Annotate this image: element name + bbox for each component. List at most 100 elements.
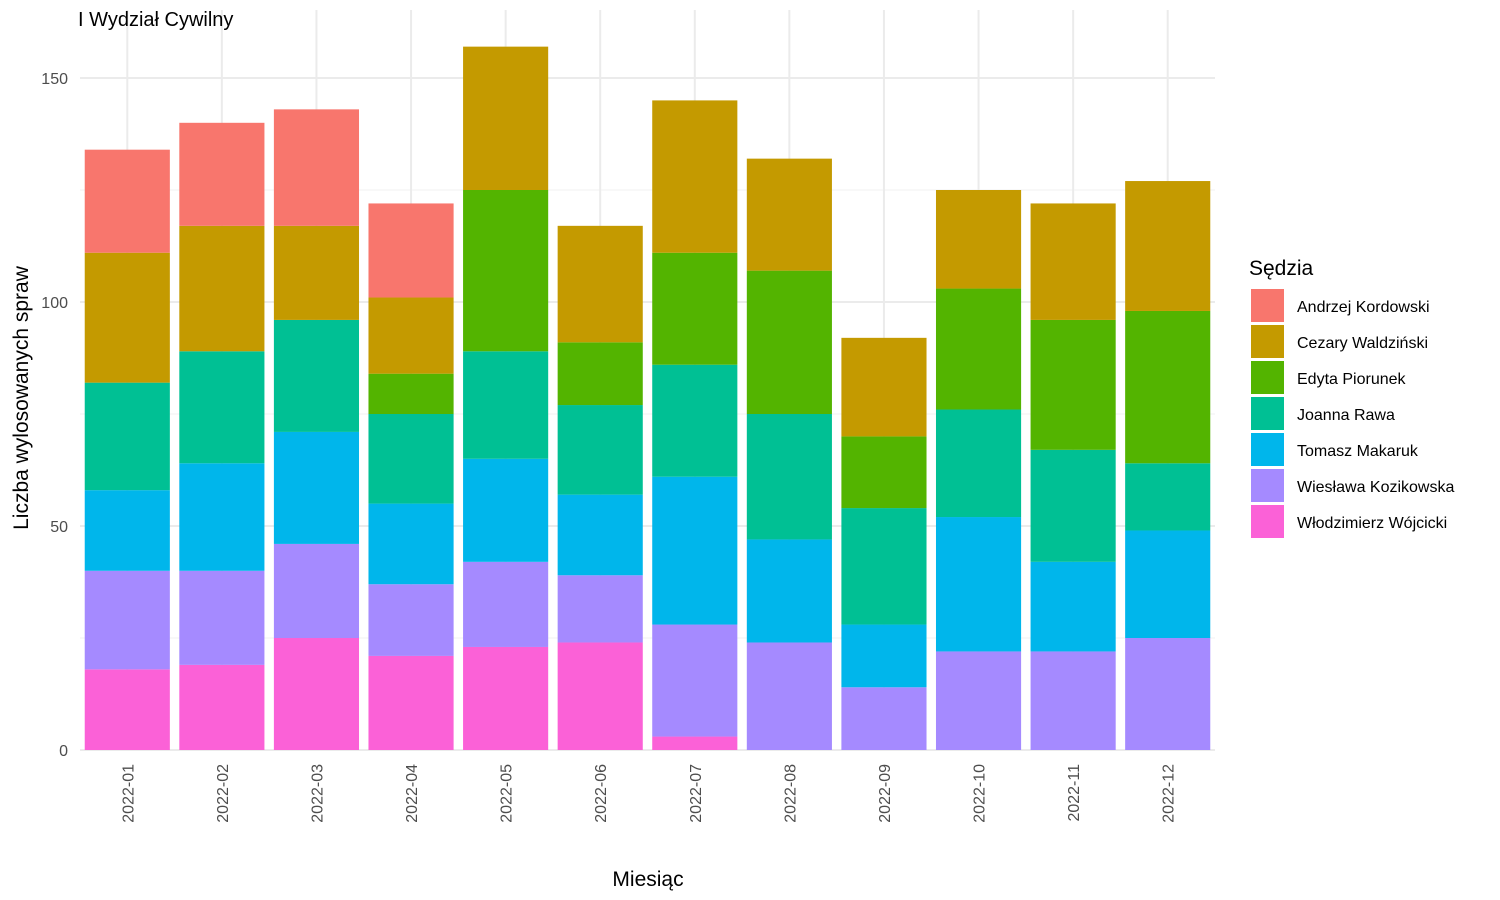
- bar-segment: [652, 476, 738, 625]
- y-tick-labels: 0 50 100 150: [41, 71, 68, 760]
- bar-segment: [1125, 530, 1211, 638]
- legend-label: Wiesława Kozikowska: [1297, 479, 1454, 496]
- bar-segment: [273, 638, 360, 750]
- bar-segment: [1030, 651, 1116, 750]
- y-tick-label: 0: [59, 743, 68, 760]
- bar-segment: [935, 190, 1022, 289]
- bar-segment: [179, 570, 265, 665]
- bar-segment: [746, 270, 832, 414]
- legend-key: [1251, 325, 1284, 358]
- bar-segment: [463, 351, 549, 459]
- legend-key: [1251, 397, 1284, 430]
- bar-segment: [463, 646, 549, 750]
- bar-segment: [746, 158, 832, 271]
- x-tick-label: 2022-03: [309, 764, 326, 823]
- x-tick-label: 2022-06: [593, 764, 610, 823]
- bar-segment: [841, 508, 927, 625]
- bar-segment: [273, 319, 360, 432]
- legend-label: Tomasz Makaruk: [1297, 443, 1419, 460]
- bar-segment: [179, 664, 265, 750]
- y-tick-label: 150: [41, 71, 68, 88]
- bar-segment: [557, 405, 643, 495]
- bar-segment: [1125, 463, 1211, 531]
- x-axis-label: Miesiąc: [612, 868, 683, 891]
- y-tick-label: 100: [41, 295, 68, 312]
- bar-segment: [368, 584, 454, 656]
- bar-segment: [84, 252, 170, 383]
- x-tick-label: 2022-12: [1161, 764, 1178, 823]
- bar-segment: [652, 252, 738, 365]
- x-tick-label: 2022-01: [120, 764, 137, 823]
- bar-segment: [1125, 181, 1211, 311]
- bar-segment: [935, 651, 1022, 750]
- bar-segment: [84, 149, 170, 253]
- bar-segment: [273, 543, 360, 638]
- bar-segment: [1030, 449, 1116, 562]
- bar-segment: [746, 539, 832, 643]
- bar-segment: [841, 687, 927, 750]
- bar-segment: [841, 337, 927, 437]
- bar-segment: [935, 517, 1022, 652]
- x-tick-labels: 2022-01 2022-02 2022-03 2022-04 2022-05 2022-…: [120, 764, 1177, 823]
- bar-segment: [463, 46, 549, 190]
- bar-segment: [368, 414, 454, 504]
- x-tick-label: 2022-09: [877, 764, 894, 823]
- bar-segment: [1030, 203, 1116, 320]
- legend-key: [1251, 469, 1284, 502]
- bar-segment: [368, 297, 454, 374]
- bar-segment: [179, 122, 265, 226]
- bar-segment: [368, 655, 454, 750]
- bars: [84, 46, 1211, 750]
- bar-segment: [273, 225, 360, 320]
- bar-segment: [557, 494, 643, 576]
- bar-segment: [368, 373, 454, 414]
- bar-segment: [1030, 319, 1116, 450]
- legend-label: Edyta Piorunek: [1297, 371, 1407, 388]
- bar-segment: [746, 642, 832, 750]
- bar-segment: [463, 190, 549, 352]
- x-tick-label: 2022-10: [972, 764, 989, 823]
- legend-label: Włodzimierz Wójcicki: [1297, 515, 1447, 532]
- legend-title: Sędzia: [1249, 257, 1314, 280]
- bar-segment: [652, 364, 738, 477]
- bar-segment: [273, 431, 360, 544]
- x-tick-label: 2022-05: [499, 764, 516, 823]
- legend-key: [1251, 289, 1284, 322]
- bar-segment: [652, 624, 738, 737]
- legend-label: Andrzej Kordowski: [1297, 299, 1430, 316]
- bar-segment: [841, 436, 927, 509]
- legend-key: [1251, 433, 1284, 466]
- bar-segment: [557, 342, 643, 406]
- chart-title: I Wydział Cywilny: [78, 9, 233, 31]
- bar-segment: [368, 203, 454, 298]
- bar-segment: [652, 736, 738, 750]
- bar-segment: [368, 503, 454, 585]
- bar-segment: [935, 409, 1022, 518]
- bar-segment: [179, 463, 265, 571]
- bar-segment: [1125, 638, 1211, 750]
- bar-segment: [557, 642, 643, 750]
- y-axis-label: Liczba wylosowanych spraw: [10, 265, 33, 530]
- legend-key: [1251, 505, 1284, 538]
- bar-segment: [84, 382, 170, 491]
- x-tick-label: 2022-04: [404, 764, 421, 823]
- bar-segment: [1125, 310, 1211, 464]
- x-tick-label: 2022-02: [215, 764, 232, 823]
- bar-segment: [84, 570, 170, 670]
- legend: Sędzia Andrzej Kordowski Cezary Waldzińsk…: [1249, 257, 1454, 538]
- bar-segment: [179, 351, 265, 464]
- legend-items: Andrzej Kordowski Cezary Waldziński Edyta …: [1251, 289, 1454, 538]
- x-tick-label: 2022-07: [688, 764, 705, 823]
- legend-key: [1251, 361, 1284, 394]
- bar-segment: [557, 225, 643, 343]
- bar-segment: [652, 100, 738, 253]
- bar-segment: [273, 109, 360, 226]
- bar-segment: [1030, 561, 1116, 652]
- bar-segment: [463, 458, 549, 562]
- legend-label: Cezary Waldziński: [1297, 335, 1428, 352]
- bar-segment: [935, 288, 1022, 410]
- bar-segment: [557, 575, 643, 643]
- y-tick-label: 50: [50, 519, 68, 536]
- x-tick-label: 2022-08: [782, 764, 799, 823]
